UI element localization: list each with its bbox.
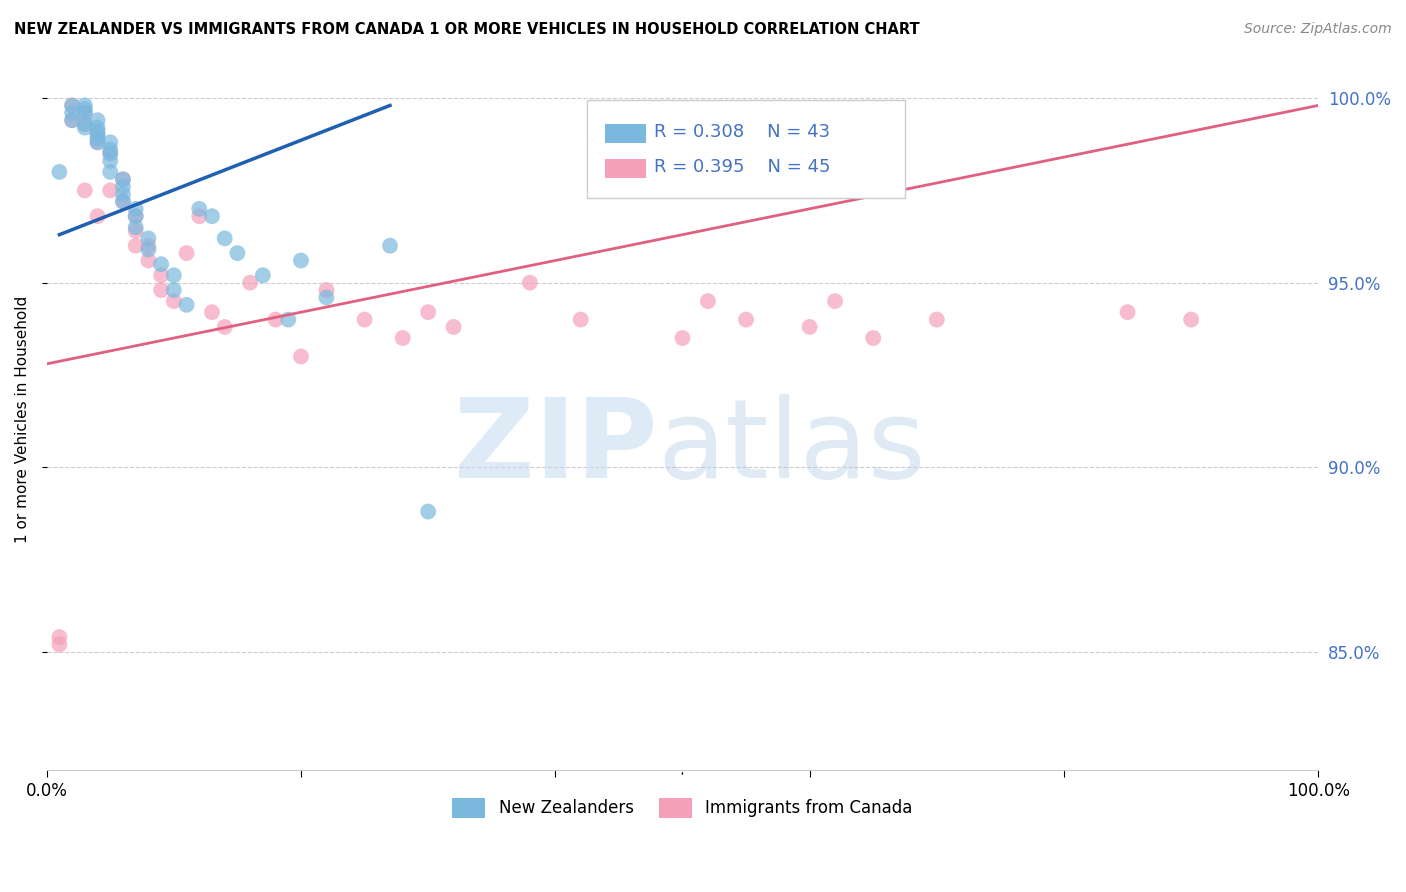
Point <box>176 246 198 260</box>
Legend: New Zealanders, Immigrants from Canada: New Zealanders, Immigrants from Canada <box>446 791 920 825</box>
Point <box>150 268 173 283</box>
Point <box>98 183 121 197</box>
FancyBboxPatch shape <box>588 100 905 198</box>
Point <box>201 305 224 319</box>
Text: atlas: atlas <box>657 393 925 500</box>
Point <box>86 124 108 138</box>
Point <box>391 331 413 345</box>
Point <box>378 238 401 252</box>
Point <box>73 120 96 135</box>
Point <box>73 105 96 120</box>
Point <box>98 143 121 157</box>
Text: Source: ZipAtlas.com: Source: ZipAtlas.com <box>1244 22 1392 37</box>
Point <box>443 320 465 334</box>
Point <box>60 98 83 112</box>
Point <box>163 268 186 283</box>
Point <box>264 312 287 326</box>
Point <box>86 131 108 145</box>
Point <box>277 312 299 326</box>
Text: NEW ZEALANDER VS IMMIGRANTS FROM CANADA 1 OR MORE VEHICLES IN HOUSEHOLD CORRELAT: NEW ZEALANDER VS IMMIGRANTS FROM CANADA … <box>14 22 920 37</box>
Text: R = 0.308    N = 43: R = 0.308 N = 43 <box>655 123 831 141</box>
Point <box>239 276 262 290</box>
Point <box>150 283 173 297</box>
Point <box>418 305 440 319</box>
Point <box>60 105 83 120</box>
Point <box>252 268 274 283</box>
Point <box>519 276 541 290</box>
Point <box>86 128 108 142</box>
FancyBboxPatch shape <box>605 159 645 178</box>
Point <box>138 238 160 252</box>
Point <box>671 331 693 345</box>
Point <box>188 209 211 223</box>
Point <box>60 98 83 112</box>
Point <box>73 105 96 120</box>
FancyBboxPatch shape <box>605 124 645 143</box>
Text: ZIP: ZIP <box>454 393 657 500</box>
Point <box>201 209 224 223</box>
Text: R = 0.395    N = 45: R = 0.395 N = 45 <box>655 159 831 177</box>
Point <box>86 113 108 128</box>
Point <box>73 117 96 131</box>
Point <box>48 630 70 644</box>
Point <box>176 298 198 312</box>
Point <box>315 290 337 304</box>
Point <box>163 283 186 297</box>
Point <box>48 638 70 652</box>
Point <box>1116 305 1139 319</box>
Point <box>98 136 121 150</box>
Point <box>73 98 96 112</box>
Point <box>111 187 134 202</box>
Point <box>290 350 312 364</box>
Point <box>111 179 134 194</box>
Point <box>418 504 440 518</box>
Point <box>696 294 718 309</box>
Point <box>824 294 846 309</box>
Point <box>125 202 148 216</box>
Point <box>73 117 96 131</box>
Point <box>125 209 148 223</box>
Point <box>73 183 96 197</box>
Point <box>315 283 337 297</box>
Point <box>214 231 236 245</box>
Point <box>111 194 134 209</box>
Point <box>111 172 134 186</box>
Point <box>125 209 148 223</box>
Point <box>98 146 121 161</box>
Point <box>125 224 148 238</box>
Point <box>125 220 148 235</box>
Point <box>138 243 160 257</box>
Point <box>138 231 160 245</box>
Point <box>48 165 70 179</box>
Point <box>86 136 108 150</box>
Point <box>98 153 121 168</box>
Point <box>73 102 96 116</box>
Point <box>290 253 312 268</box>
Point <box>60 113 83 128</box>
Point <box>111 172 134 186</box>
Point <box>862 331 884 345</box>
Point <box>86 120 108 135</box>
Point <box>214 320 236 334</box>
Point <box>98 146 121 161</box>
Point <box>125 238 148 252</box>
Point <box>799 320 821 334</box>
Point <box>86 209 108 223</box>
Point <box>111 194 134 209</box>
Point <box>569 312 592 326</box>
Point <box>735 312 758 326</box>
Point <box>188 202 211 216</box>
Point <box>1180 312 1202 326</box>
Point <box>98 165 121 179</box>
Point <box>138 253 160 268</box>
Point <box>353 312 375 326</box>
Point <box>925 312 948 326</box>
Point <box>86 128 108 142</box>
Point <box>86 136 108 150</box>
Point <box>226 246 249 260</box>
Y-axis label: 1 or more Vehicles in Household: 1 or more Vehicles in Household <box>15 295 30 543</box>
Point <box>150 257 173 271</box>
Point <box>60 113 83 128</box>
Point <box>163 294 186 309</box>
